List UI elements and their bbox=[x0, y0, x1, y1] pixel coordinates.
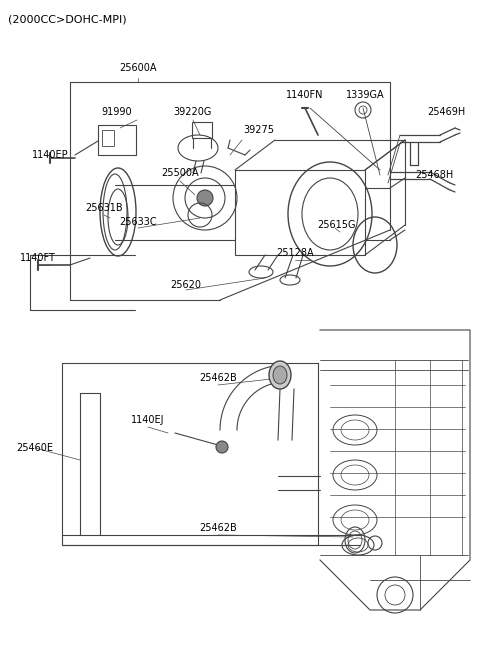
Text: 25460E: 25460E bbox=[16, 443, 53, 453]
Text: 1140EP: 1140EP bbox=[32, 150, 68, 160]
Text: 25500A: 25500A bbox=[161, 168, 199, 178]
Text: 25633C: 25633C bbox=[119, 217, 157, 227]
Ellipse shape bbox=[269, 361, 291, 389]
Bar bbox=[235, 170, 365, 255]
Text: 1140FT: 1140FT bbox=[20, 253, 56, 263]
Circle shape bbox=[197, 190, 213, 206]
Text: 25462B: 25462B bbox=[199, 523, 237, 533]
Circle shape bbox=[216, 441, 228, 453]
Text: 25620: 25620 bbox=[170, 280, 202, 290]
Text: 25469H: 25469H bbox=[427, 107, 465, 117]
Text: 25631B: 25631B bbox=[85, 203, 123, 213]
Text: 39220G: 39220G bbox=[174, 107, 212, 117]
Ellipse shape bbox=[273, 366, 287, 384]
Bar bbox=[102, 130, 114, 146]
Text: 25462B: 25462B bbox=[199, 373, 237, 383]
Text: 1140EJ: 1140EJ bbox=[131, 415, 165, 425]
Text: 1339GA: 1339GA bbox=[346, 90, 384, 100]
Text: 25600A: 25600A bbox=[119, 63, 157, 73]
Bar bbox=[192, 122, 212, 138]
Text: 1140FN: 1140FN bbox=[286, 90, 324, 100]
Text: 91990: 91990 bbox=[102, 107, 132, 117]
Text: 25615G: 25615G bbox=[318, 220, 356, 230]
Text: 39275: 39275 bbox=[243, 125, 274, 135]
Text: (2000CC>DOHC-MPI): (2000CC>DOHC-MPI) bbox=[8, 14, 127, 24]
Text: 25128A: 25128A bbox=[276, 248, 314, 258]
Text: 25468H: 25468H bbox=[415, 170, 453, 180]
Bar bbox=[98, 125, 136, 155]
